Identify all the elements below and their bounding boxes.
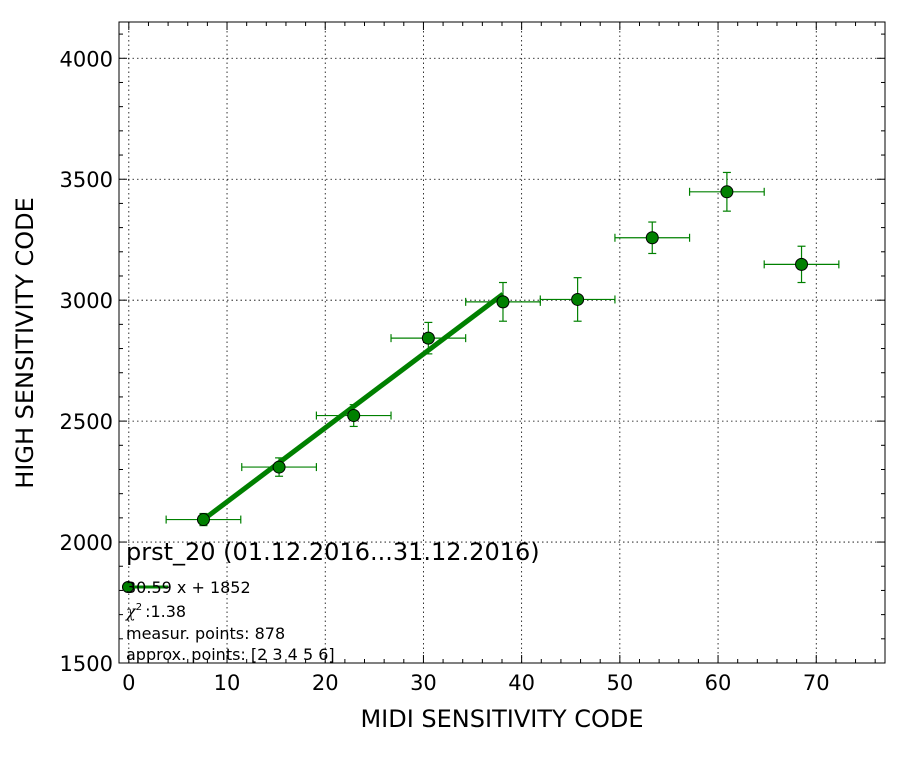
data-point xyxy=(465,281,541,322)
point-marker xyxy=(421,331,435,345)
data-point xyxy=(390,321,467,355)
point-marker xyxy=(795,257,809,271)
y-tick-label: 1500 xyxy=(60,652,113,676)
approx-points-annotation: approx. points: [2 3 4 5 6] xyxy=(126,645,335,664)
y-tick-label: 3500 xyxy=(60,168,113,192)
x-tick-label: 50 xyxy=(606,671,633,695)
point-marker xyxy=(571,292,585,306)
data-point xyxy=(315,404,392,428)
measurement-points-annotation: measur. points: 878 xyxy=(126,624,285,643)
data-point xyxy=(614,221,691,255)
x-axis-label: MIDI SENSITIVITY CODE xyxy=(360,705,643,733)
x-tick-label: 60 xyxy=(705,671,732,695)
data-point xyxy=(763,245,840,284)
y-tick-label: 3000 xyxy=(60,289,113,313)
chart-title: prst_20 (01.12.2016...31.12.2016) xyxy=(126,538,540,566)
legend: 30.59 x + 1852 xyxy=(122,578,251,597)
x-tick-labels: 0 10 20 30 40 50 60 70 xyxy=(122,671,829,695)
y-axis-label: HIGH SENSITIVITY CODE xyxy=(11,197,39,489)
plot-marks xyxy=(165,171,840,527)
x-tick-label: 70 xyxy=(803,671,830,695)
minor-ticks xyxy=(119,22,885,663)
plot-frame xyxy=(118,21,886,664)
x-tick-label: 40 xyxy=(508,671,535,695)
major-ticks xyxy=(119,22,885,664)
point-marker xyxy=(272,460,286,474)
data-point xyxy=(688,171,765,212)
x-tick-label: 0 xyxy=(122,671,135,695)
chi-value: :1.38 xyxy=(145,602,186,621)
y-tick-label: 2000 xyxy=(60,531,113,555)
point-marker xyxy=(496,295,510,309)
x-tick-label: 30 xyxy=(410,671,437,695)
point-marker xyxy=(196,513,210,527)
y-tick-label: 2500 xyxy=(60,410,113,434)
x-tick-label: 20 xyxy=(312,671,339,695)
data-point xyxy=(539,277,616,322)
chi-superscript: 2 xyxy=(136,602,142,613)
point-marker xyxy=(347,409,361,423)
data-point xyxy=(241,457,317,477)
legend-label: 30.59 x + 1852 xyxy=(126,578,251,597)
x-tick-label: 10 xyxy=(214,671,241,695)
chi-symbol: χ xyxy=(125,602,137,621)
y-tick-label: 4000 xyxy=(60,47,113,71)
data-point xyxy=(165,512,242,527)
legend-marker xyxy=(122,581,134,593)
point-marker xyxy=(645,231,659,245)
point-marker xyxy=(720,185,734,199)
y-tick-labels: 1500 2000 2500 3000 3500 4000 xyxy=(60,47,113,676)
chi-squared-annotation: χ2:1.38 xyxy=(125,602,186,621)
